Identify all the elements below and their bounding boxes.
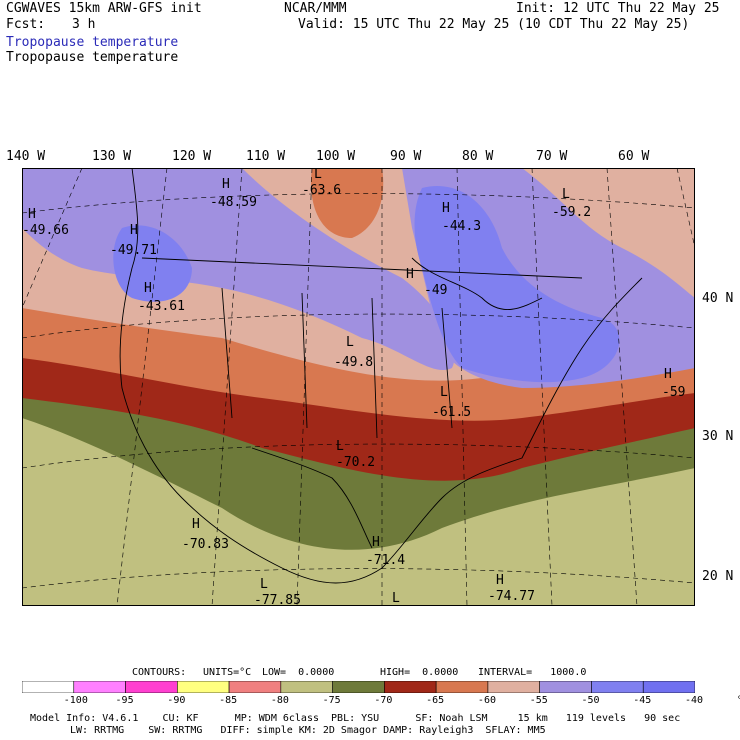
legend-tick-label: -95 xyxy=(115,695,134,706)
fcst-value: 3 h xyxy=(72,17,96,32)
extremum-value: -70.83 xyxy=(182,537,229,552)
field-title-2: Tropopause temperature xyxy=(6,50,179,65)
legend-swatch xyxy=(435,681,489,693)
extremum-value: -74.77 xyxy=(488,589,535,604)
legend-tick-label: -55 xyxy=(529,695,548,706)
legend-swatch xyxy=(228,681,282,693)
interval-label: INTERVAL= 1000.0 xyxy=(478,667,587,678)
extremum-value: -48.59 xyxy=(210,195,257,210)
legend-tick-label: °C xyxy=(736,695,740,706)
legend-swatch xyxy=(591,681,644,693)
legend-tick-label: -70 xyxy=(374,695,393,706)
model-title: CGWAVES 15km ARW-GFS init xyxy=(6,1,202,16)
legend-tick-label: -40 xyxy=(685,695,704,706)
legend-tick-label: -60 xyxy=(477,695,496,706)
lon-label: 120 W xyxy=(172,149,212,164)
extremum-letter: L xyxy=(260,577,268,592)
shade-band-minus65 xyxy=(311,168,384,238)
legend-swatch xyxy=(125,681,178,693)
legend-swatch xyxy=(384,681,437,693)
map-boundaries xyxy=(119,168,643,584)
extremum-letter: L xyxy=(392,591,400,606)
legend-swatch xyxy=(539,681,592,693)
lon-label: 130 W xyxy=(92,149,132,164)
init-time: Init: 12 UTC Thu 22 May 25 xyxy=(516,1,720,16)
extremum-letter: L xyxy=(562,187,570,202)
extremum-letter: H xyxy=(372,535,380,550)
shade-band-minus55 xyxy=(22,168,455,371)
lat-label: 20 N xyxy=(702,569,734,584)
extremum-letter: H xyxy=(192,517,200,532)
legend-tick-label: -85 xyxy=(219,695,238,706)
extremum-value: -77.85 xyxy=(254,593,301,606)
lat-label: 30 N xyxy=(702,429,734,444)
lon-label: 60 W xyxy=(618,149,650,164)
legend-tick-label: -50 xyxy=(581,695,600,706)
extremum-letter: H xyxy=(144,281,152,296)
model-info-line1: Model Info: V4.6.1 CU: KF MP: WDM 6class… xyxy=(30,713,681,724)
legend-swatch xyxy=(642,681,695,693)
field-title-1: Tropopause temperature xyxy=(6,35,179,50)
low-label: LOW= 0.0000 xyxy=(262,667,335,678)
units-label: UNITS=°C xyxy=(203,667,252,678)
legend-swatch xyxy=(332,681,385,693)
lon-label: 140 W xyxy=(6,149,46,164)
extremum-letter: H xyxy=(222,177,230,192)
high-label: HIGH= 0.0000 xyxy=(380,667,459,678)
extremum-value: -49.8 xyxy=(334,355,373,370)
extremum-value: -49.71 xyxy=(110,243,157,258)
fcst-label: Fcst: xyxy=(6,17,46,32)
extremum-letter: H xyxy=(442,201,450,216)
extremum-letter: H xyxy=(406,267,414,282)
color-legend xyxy=(22,681,695,693)
lon-label: 110 W xyxy=(246,149,286,164)
extremum-letter: L xyxy=(440,385,448,400)
extremum-letter: L xyxy=(336,439,344,454)
lat-lon-grid xyxy=(22,168,695,606)
legend-tick-label: -75 xyxy=(322,695,341,706)
legend-swatch xyxy=(22,681,75,693)
tropopause-temperature-map: H -49.66 H -48.59 L -63.6 H -44.3 L -59.… xyxy=(22,168,695,606)
legend-tick-label: -100 xyxy=(63,695,88,706)
legend-tick-label: -80 xyxy=(270,695,289,706)
extremum-value: -63.6 xyxy=(302,183,341,198)
extremum-value: -43.61 xyxy=(138,299,185,314)
extremum-letter: L xyxy=(346,335,354,350)
extremum-letter: H xyxy=(664,367,672,382)
extremum-letter: L xyxy=(314,168,322,182)
extremum-letter: H xyxy=(28,207,36,222)
legend-swatch xyxy=(487,681,540,693)
lon-label: 100 W xyxy=(316,149,356,164)
legend-tick-label: -45 xyxy=(633,695,652,706)
shade-band-minus50 xyxy=(414,186,620,383)
legend-tick-label: -65 xyxy=(426,695,445,706)
model-info-line2: LW: RRTMG SW: RRTMG DIFF: simple KM: 2D … xyxy=(70,725,546,736)
legend-swatch xyxy=(280,681,333,693)
map-frame xyxy=(22,168,695,606)
extremum-value: -59 xyxy=(662,385,685,400)
legend-swatch xyxy=(73,681,126,693)
lon-label: 80 W xyxy=(462,149,494,164)
extremum-value: -61.5 xyxy=(432,405,471,420)
shade-band-minus50 xyxy=(113,225,192,302)
extremum-value: -59.2 xyxy=(552,205,591,220)
legend-tick-label: -90 xyxy=(167,695,186,706)
lon-label: 70 W xyxy=(536,149,568,164)
extremum-letter: H xyxy=(496,573,504,588)
extremum-value: -49 xyxy=(424,283,447,298)
lon-label: 90 W xyxy=(390,149,422,164)
org-label: NCAR/MMM xyxy=(284,1,347,16)
extremum-value: -71.4 xyxy=(366,553,405,568)
extremum-value: -49.66 xyxy=(22,223,69,238)
extremum-letter: H xyxy=(130,223,138,238)
extremum-value: -44.3 xyxy=(442,219,481,234)
valid-time: Valid: 15 UTC Thu 22 May 25 (10 CDT Thu … xyxy=(298,17,690,32)
contours-label: CONTOURS: xyxy=(132,667,187,678)
lat-label: 40 N xyxy=(702,291,734,306)
extremum-value: -70.2 xyxy=(336,455,375,470)
legend-swatch xyxy=(177,681,230,693)
